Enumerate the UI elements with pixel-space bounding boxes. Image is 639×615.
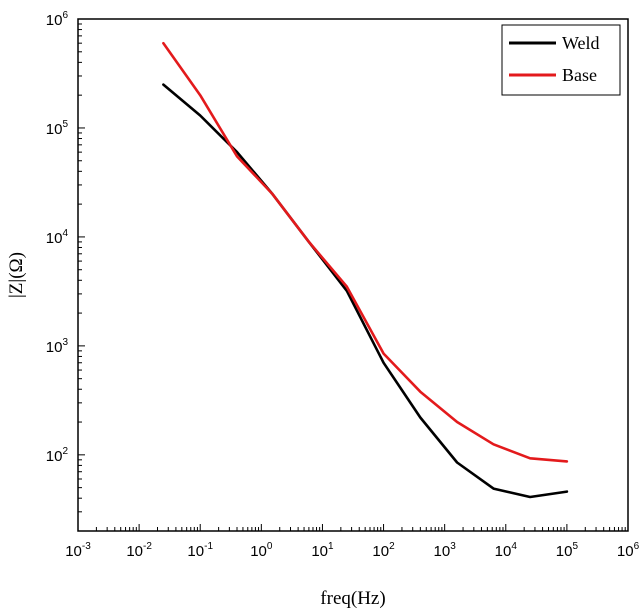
x-tick-label: 104 bbox=[495, 541, 518, 560]
x-tick-label: 103 bbox=[434, 541, 457, 560]
legend-box bbox=[501, 24, 621, 96]
legend-label-base: Base bbox=[562, 65, 597, 85]
legend-label-weld: Weld bbox=[562, 33, 600, 53]
y-tick-label: 103 bbox=[46, 337, 69, 356]
x-tick-label: 100 bbox=[250, 541, 273, 560]
x-tick-label: 105 bbox=[556, 541, 579, 560]
legend: Weld Base bbox=[501, 24, 621, 96]
x-tick-label: 10-2 bbox=[126, 541, 152, 560]
y-tick-labels: 102 103 104 105 106 bbox=[46, 10, 69, 465]
x-tick-label: 10-1 bbox=[187, 541, 213, 560]
y-tick-label: 102 bbox=[46, 446, 69, 465]
x-tick-labels: 10-3 10-2 10-1 100 101 102 103 104 105 106 bbox=[65, 541, 639, 560]
x-axis-title: freq(Hz) bbox=[320, 588, 385, 609]
series-lines bbox=[162, 41, 569, 499]
x-tick-label: 10-3 bbox=[65, 541, 91, 560]
x-tick-label: 101 bbox=[311, 541, 334, 560]
plot-frame bbox=[77, 18, 629, 532]
series-line-weld bbox=[162, 83, 569, 499]
x-tick-label: 102 bbox=[372, 541, 395, 560]
y-tick-label: 104 bbox=[46, 228, 69, 247]
series-line-base bbox=[162, 41, 569, 463]
y-axis-title: |Z|(Ω) bbox=[6, 252, 27, 298]
axis-ticks bbox=[77, 18, 629, 532]
y-tick-label: 105 bbox=[46, 119, 69, 138]
y-tick-label: 106 bbox=[46, 10, 69, 29]
x-tick-label: 106 bbox=[617, 541, 639, 560]
